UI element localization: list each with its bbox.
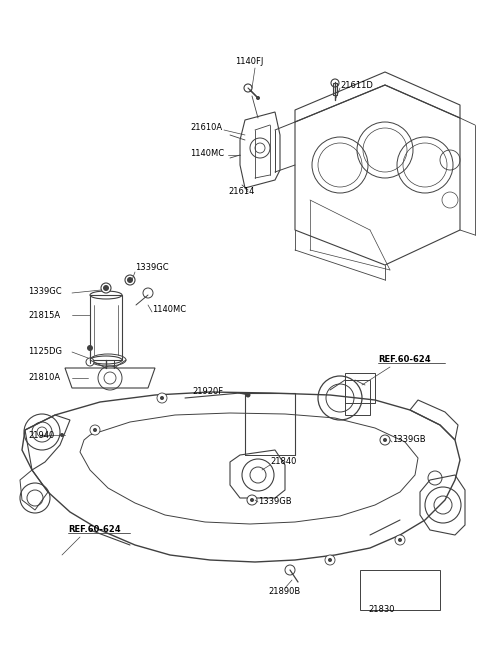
Circle shape xyxy=(380,435,390,445)
Bar xyxy=(345,373,375,403)
Text: 21610A: 21610A xyxy=(190,124,222,132)
Text: 21611D: 21611D xyxy=(340,81,373,90)
Text: 1140FJ: 1140FJ xyxy=(235,58,264,67)
Text: REF.60-624: REF.60-624 xyxy=(378,356,431,364)
Text: REF.60-624: REF.60-624 xyxy=(68,525,120,534)
Text: 21815A: 21815A xyxy=(28,310,60,320)
Circle shape xyxy=(248,88,252,92)
Circle shape xyxy=(60,433,64,437)
Circle shape xyxy=(103,285,109,291)
Circle shape xyxy=(86,358,94,366)
Text: 1125DG: 1125DG xyxy=(28,348,62,356)
Text: 21614: 21614 xyxy=(228,187,254,196)
Bar xyxy=(90,295,122,360)
Circle shape xyxy=(256,96,260,100)
Circle shape xyxy=(101,283,111,293)
Circle shape xyxy=(285,565,295,575)
Bar xyxy=(333,83,337,95)
Text: 21840: 21840 xyxy=(270,457,296,466)
Text: 21830: 21830 xyxy=(369,605,395,614)
Circle shape xyxy=(125,275,135,285)
Circle shape xyxy=(127,277,133,283)
Circle shape xyxy=(87,345,93,351)
Text: 1140MC: 1140MC xyxy=(190,149,224,157)
Circle shape xyxy=(90,425,100,435)
Circle shape xyxy=(331,79,339,87)
Circle shape xyxy=(160,396,164,400)
Circle shape xyxy=(398,538,402,542)
Circle shape xyxy=(325,555,335,565)
Circle shape xyxy=(250,498,254,502)
Circle shape xyxy=(157,393,167,403)
Circle shape xyxy=(93,428,97,432)
Circle shape xyxy=(395,535,405,545)
Circle shape xyxy=(287,567,293,573)
Bar xyxy=(345,380,370,415)
Bar xyxy=(360,570,440,610)
Text: 1339GC: 1339GC xyxy=(135,263,168,272)
Circle shape xyxy=(247,495,257,505)
Text: 21810A: 21810A xyxy=(28,373,60,383)
Circle shape xyxy=(143,288,153,298)
Text: 1140MC: 1140MC xyxy=(152,305,186,314)
Circle shape xyxy=(383,438,387,442)
Circle shape xyxy=(245,392,251,398)
Circle shape xyxy=(244,84,252,92)
Text: 21940: 21940 xyxy=(28,430,54,440)
Text: 1339GB: 1339GB xyxy=(258,498,292,506)
Text: 1339GB: 1339GB xyxy=(392,436,426,445)
Text: 1339GC: 1339GC xyxy=(28,288,61,297)
Text: 21920F: 21920F xyxy=(192,388,223,396)
Circle shape xyxy=(328,558,332,562)
Text: 21890B: 21890B xyxy=(268,588,300,597)
